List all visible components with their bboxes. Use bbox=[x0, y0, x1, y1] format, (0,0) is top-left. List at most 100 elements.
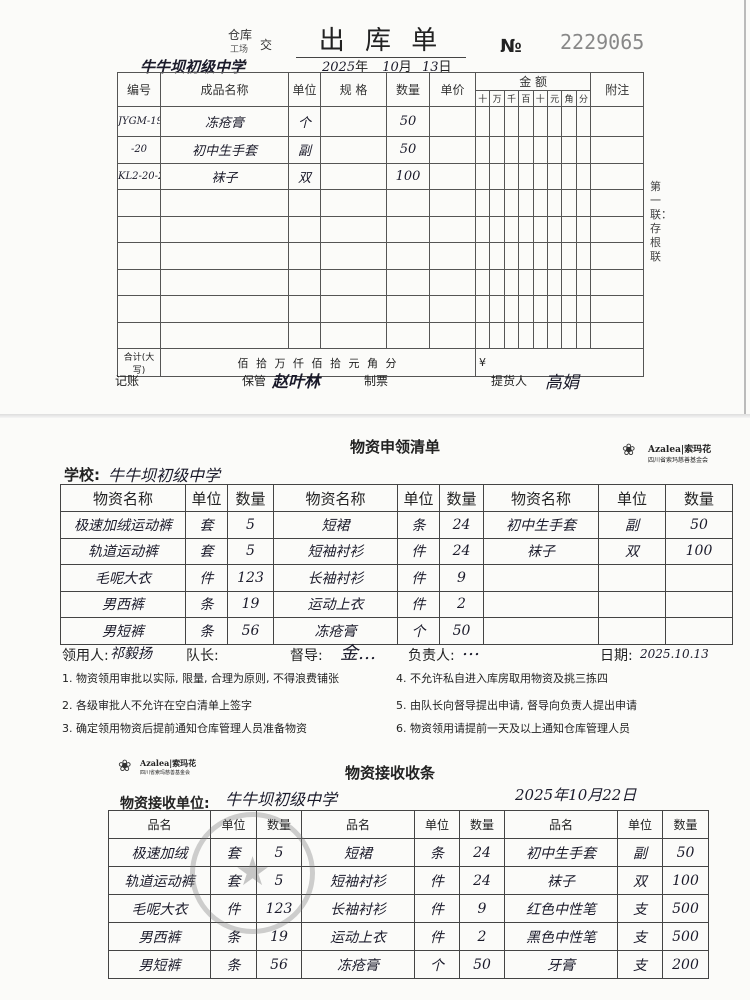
cell: 男西裤 bbox=[108, 922, 211, 951]
rule-5: 5. 由队长向督导提出申请, 督导向负责人提出申请 bbox=[396, 699, 637, 712]
amount-digit-header: 分 bbox=[575, 90, 592, 107]
receipt-table: 品名 单位 数量 品名 单位 数量 品名 单位 数量 极速加绒套 5 短裙条 24 初中生手套副 50 轨道运… bbox=[108, 810, 709, 979]
cell: 24 bbox=[439, 537, 484, 565]
rule-2: 2. 各级审批人不允许在空白清单上签字 bbox=[62, 699, 252, 712]
cell bbox=[320, 136, 387, 164]
cell: 50 bbox=[386, 136, 430, 164]
header-spec: 规 格 bbox=[320, 72, 387, 107]
cell: 牙膏 bbox=[504, 950, 618, 979]
empty-cell bbox=[160, 321, 289, 349]
official-stamp: ★ bbox=[190, 812, 315, 934]
header-row: 品名 单位 数量 品名 单位 数量 品名 单位 数量 bbox=[108, 810, 709, 839]
cell: 男短裤 bbox=[108, 950, 211, 979]
rule-6: 6. 物资领用请提前一天及以上通知仓库管理人员 bbox=[396, 722, 630, 735]
header-remark: 附注 bbox=[590, 72, 645, 107]
cell: 初中生手套 bbox=[160, 136, 289, 164]
empty-cell bbox=[503, 162, 520, 190]
empty-cell bbox=[575, 242, 592, 270]
cell: 件 bbox=[414, 922, 460, 951]
cell: KL2-20-25 bbox=[117, 162, 161, 190]
empty-cell bbox=[288, 321, 321, 349]
empty-cell bbox=[474, 242, 491, 270]
table-row: 男短裤条 56 冻疮膏个 50 牙膏支 200 bbox=[108, 950, 709, 979]
cell: 袜子 bbox=[160, 162, 289, 190]
total-units: 佰 拾 万 仟 佰 拾 元 角 分 bbox=[160, 348, 476, 377]
empty-cell bbox=[546, 295, 563, 323]
empty-cell bbox=[590, 106, 645, 137]
cell: 9 bbox=[439, 564, 484, 592]
cell: 冻疮膏 bbox=[273, 617, 398, 645]
empty-cell bbox=[518, 136, 534, 164]
column-header: 单位 bbox=[617, 810, 663, 839]
cell: 个 bbox=[288, 106, 321, 137]
empty-cell bbox=[429, 242, 476, 270]
cell: 条 bbox=[210, 950, 257, 979]
cell bbox=[429, 136, 476, 164]
copy-label-side: 交 bbox=[260, 38, 273, 52]
side-note: 第一联：存根联 bbox=[650, 180, 672, 263]
empty-cell bbox=[532, 162, 548, 190]
empty-cell bbox=[483, 590, 599, 618]
cell: 条 bbox=[397, 511, 440, 539]
empty-cell bbox=[561, 215, 577, 243]
empty-cell bbox=[532, 295, 548, 323]
cell: 黑色中性笔 bbox=[504, 922, 618, 951]
cell: 条 bbox=[414, 838, 460, 867]
cell: 长袖衬衫 bbox=[301, 894, 415, 923]
cell: 红色中性笔 bbox=[504, 894, 618, 923]
column-header: 单位 bbox=[414, 810, 460, 839]
cell: 初中生手套 bbox=[483, 511, 599, 539]
empty-cell bbox=[561, 106, 577, 137]
bookkeeping-label: 记账 bbox=[115, 374, 140, 388]
cell: 袜子 bbox=[483, 537, 599, 565]
empty-cell bbox=[288, 242, 321, 270]
cell: 24 bbox=[459, 838, 505, 867]
empty-cell bbox=[575, 215, 592, 243]
cell: 支 bbox=[617, 922, 663, 951]
cell: 支 bbox=[617, 894, 663, 923]
receiver-signature: 祁毅扬 bbox=[110, 646, 152, 662]
serial-number: 2229065 bbox=[560, 30, 645, 54]
cell bbox=[320, 106, 387, 137]
cell: 副 bbox=[617, 838, 663, 867]
total-row: 合计(大写) 佰 拾 万 仟 佰 拾 元 角 分 ¥ bbox=[117, 348, 645, 377]
column-header: 数量 bbox=[459, 810, 505, 839]
cell: 50 bbox=[665, 511, 733, 539]
empty-cell bbox=[590, 162, 645, 190]
empty-cell bbox=[546, 268, 563, 296]
cell: 19 bbox=[227, 590, 274, 618]
school-label: 学校: bbox=[64, 466, 100, 484]
day-label: 日 bbox=[438, 60, 452, 75]
empty-cell bbox=[532, 106, 548, 137]
cell: 短裙 bbox=[301, 838, 415, 867]
cell: 123 bbox=[227, 564, 274, 592]
cell: 50 bbox=[459, 950, 505, 979]
cell bbox=[320, 162, 387, 190]
empty-cell bbox=[160, 242, 289, 270]
cell: 500 bbox=[662, 894, 709, 923]
cell bbox=[429, 162, 476, 190]
cell: 副 bbox=[598, 511, 666, 539]
empty-cell bbox=[561, 268, 577, 296]
empty-cell bbox=[483, 564, 599, 592]
table-row bbox=[117, 321, 645, 349]
empty-cell bbox=[532, 136, 548, 164]
empty-cell bbox=[117, 242, 161, 270]
logo-sub: 四川省索玛慈善基金会 bbox=[140, 770, 191, 776]
supervisor-signature: 金… bbox=[340, 643, 376, 664]
slip-title: 出 库 单 bbox=[296, 20, 466, 58]
table-row: KL2-20-25袜子双 100 bbox=[117, 162, 645, 190]
empty-cell bbox=[386, 295, 430, 323]
header-qty: 数量 bbox=[386, 72, 430, 107]
recipient: 牛牛坝初级中学 bbox=[140, 58, 246, 76]
signature-row: 领用人: 祁毅扬 队长: 督导: 金… 负责人: … 日期: 2025.10.1… bbox=[62, 639, 742, 665]
cell: 双 bbox=[598, 537, 666, 565]
empty-cell bbox=[489, 321, 505, 349]
empty-cell bbox=[320, 189, 387, 217]
table-row: 男西裤条 19 运动上衣件 2 bbox=[60, 590, 733, 618]
empty-cell bbox=[532, 215, 548, 243]
empty-cell bbox=[386, 321, 430, 349]
rule-4: 4. 不允许私自进入库房取用物资及挑三拣四 bbox=[396, 672, 608, 685]
cell: 24 bbox=[439, 511, 484, 539]
empty-cell bbox=[546, 106, 563, 137]
